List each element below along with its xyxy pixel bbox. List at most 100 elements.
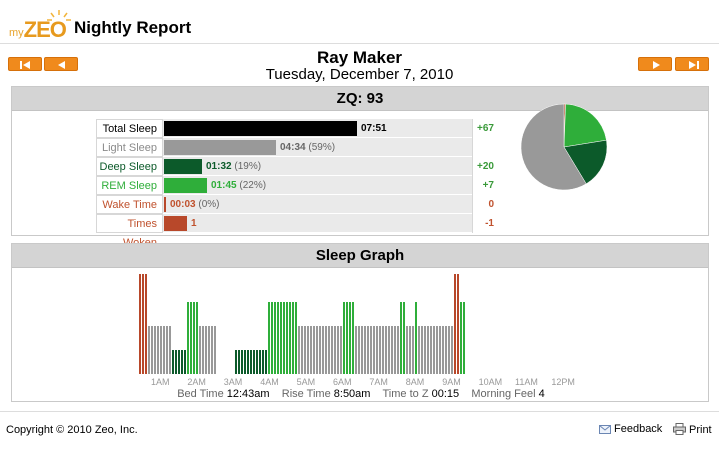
sun-icon [47,10,71,21]
stat-duration: 1 [191,218,197,229]
hypnogram-bar-rem [271,302,273,374]
hypnogram-bar-rem [274,302,276,374]
hypnogram-bar-deep [247,350,249,374]
hypnogram-bar-rem [280,302,282,374]
time-to-z-value: 00:15 [431,388,460,400]
hypnogram-bar-light [370,326,372,374]
hypnogram-bar-light [169,326,171,374]
stat-delta: -1 [472,214,500,233]
zq-score: ZQ: 93 [12,87,708,111]
hypnogram-bar-rem [289,302,291,374]
sleep-summary: Bed Time 12:43am Rise Time 8:50am Time t… [12,388,710,400]
hypnogram-bar-deep [256,350,258,374]
stat-bar [164,159,202,174]
hypnogram-bar-rem [349,302,351,374]
hypnogram-bar-light [421,326,423,374]
morning-feel-label: Morning Feel [471,388,536,400]
print-label: Print [689,424,712,436]
hypnogram-bar-rem [193,302,195,374]
hypnogram-bar-light [376,326,378,374]
hypnogram-bar-light [148,326,150,374]
stat-delta [472,138,500,157]
stat-percent: (0%) [198,199,220,210]
print-link[interactable]: Print [673,423,712,436]
time-tick-label: 10AM [478,377,503,387]
stat-row: Wake Time 00:03 (0%) 0 [96,195,500,214]
next-day-button[interactable] [638,57,672,71]
rise-time-label: Rise Time [281,388,331,400]
hypnogram-bar-light [304,326,306,374]
hypnogram-bar-light [373,326,375,374]
stat-duration: 01:32 [206,161,232,172]
time-tick-label: 11AM [515,377,538,387]
hypnogram-bar-rem [277,302,279,374]
stat-bar [164,140,276,155]
bed-time-value: 12:43am [226,388,270,400]
hypnogram-bar-deep [178,350,180,374]
stat-bar [164,121,357,136]
arrow-left-icon [58,61,65,69]
feedback-link[interactable]: Feedback [599,423,662,435]
stat-value: 04:34 (59%) [280,138,335,157]
hypnogram-bar-light [385,326,387,374]
hypnogram-bar-light [358,326,360,374]
sleep-stats-table: Total Sleep 07:51 +67 Light Sleep 04:34 (59… [96,119,500,249]
hypnogram-bar-light [199,326,201,374]
previous-day-button[interactable] [44,57,78,71]
hypnogram-bar-wake [145,274,147,374]
stat-delta: +7 [472,176,500,195]
hypnogram-bar-light [418,326,420,374]
hypnogram-bar-light [160,326,162,374]
time-tick-label: 7AM [369,377,388,387]
hypnogram-bar-deep [241,350,243,374]
page-title: Nightly Report [74,18,192,37]
hypnogram-bar-light [313,326,315,374]
stat-duration: 07:51 [361,123,387,134]
hypnogram-bar-deep [262,350,264,374]
hypnogram-bar-rem [292,302,294,374]
first-day-button[interactable] [8,57,42,71]
arrow-right-icon [653,61,660,69]
stat-label: Wake Time [96,195,163,214]
printer-icon [673,423,686,435]
hypnogram-bar-light [427,326,429,374]
hypnogram-bar-deep [172,350,174,374]
hypnogram-bar-rem [346,302,348,374]
hypnogram-bar-light [355,326,357,374]
hypnogram-bar-light [340,326,342,374]
hypnogram-bar-wake [142,274,144,374]
hypnogram [139,274,465,374]
morning-feel-value: 4 [538,388,545,400]
hypnogram-bar-light [310,326,312,374]
stat-value: 01:32 (19%) [206,157,261,176]
stat-percent: (22%) [239,180,267,191]
stat-row: Light Sleep 04:34 (59%) [96,138,500,157]
hypnogram-bar-rem [343,302,345,374]
hypnogram-bar-deep [244,350,246,374]
stat-row: REM Sleep 01:45 (22%) +7 [96,176,500,195]
hypnogram-bar-light [394,326,396,374]
hypnogram-bar-rem [268,302,270,374]
stat-delta: +67 [472,119,500,138]
hypnogram-bar-light [211,326,213,374]
hypnogram-bar-light [337,326,339,374]
time-tick-label: 4AM [260,377,279,387]
hypnogram-bar-rem [295,302,297,374]
zq-panel: ZQ: 93 Total Sleep 07:51 +67 Light Sleep 04… [11,86,709,249]
last-day-button[interactable] [675,57,709,71]
time-tick-label: 8AM [405,377,425,387]
hypnogram-bar-light [388,326,390,374]
hypnogram-bar-light [451,326,453,374]
report-date: Tuesday, December 7, 2010 [265,66,454,83]
hypnogram-bar-rem [286,302,288,374]
hypnogram-bar-light [361,326,363,374]
stat-label: Deep Sleep [96,157,163,176]
hypnogram-bar-rem [415,302,417,374]
pie-slice-deep [563,139,608,185]
hypnogram-bar-deep [235,350,237,374]
hypnogram-bar-light [151,326,153,374]
time-axis: 1AM 2AM 3AM 4AM 5AM 6AM 7AM 8AM 9AM 10AM 11AM 12PM [12,377,710,389]
stat-row: Total Sleep 07:51 +67 [96,119,500,138]
hypnogram-bar-light [448,326,450,374]
hypnogram-bar-rem [403,302,405,374]
